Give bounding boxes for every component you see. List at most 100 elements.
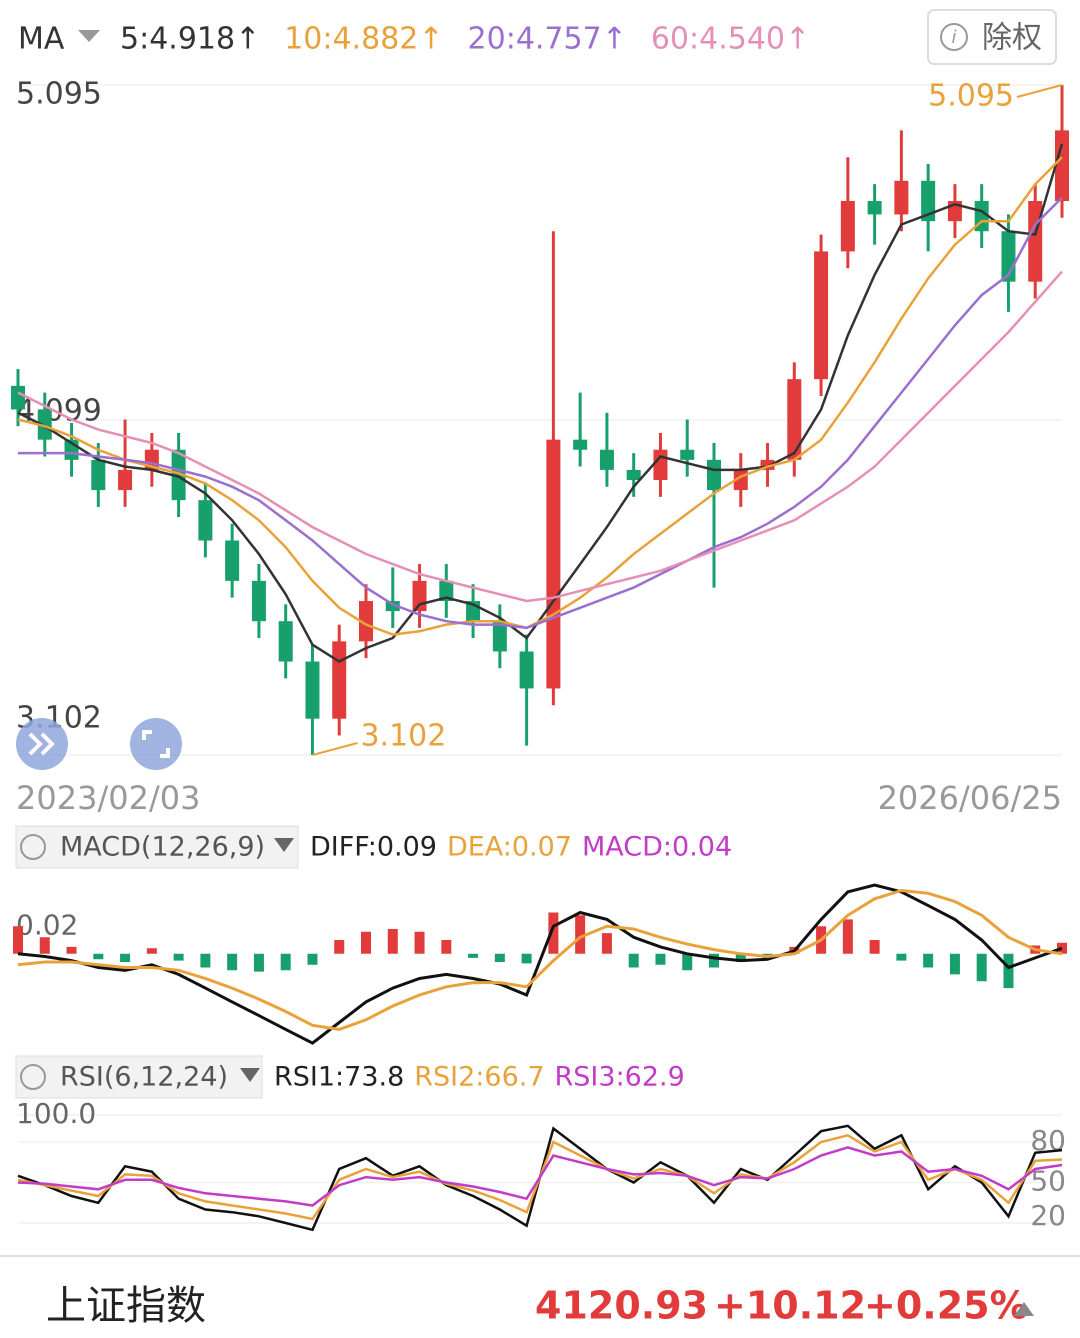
candle-body (198, 500, 213, 541)
panel-title: MACD(12,26,9) (60, 832, 265, 863)
macd-bar (521, 953, 532, 964)
fullscreen-button[interactable] (130, 718, 182, 770)
candle-body (412, 580, 427, 612)
candle-body (225, 540, 240, 581)
candle-body (332, 641, 347, 719)
indicator-line (17, 156, 1063, 636)
macd-bar (120, 953, 131, 962)
macd-bar (923, 953, 934, 968)
annotation-leader (1016, 84, 1063, 98)
macd-bar (441, 940, 452, 954)
annotation-label: 3.102 (360, 719, 446, 754)
info-icon-glyph: i (951, 27, 956, 48)
annotation-leader (312, 742, 358, 756)
candle-body (1055, 130, 1069, 201)
indicator-line (17, 143, 1064, 663)
candle-body (251, 580, 266, 622)
candle-body (840, 200, 855, 252)
x-axis-label: 2023/02/03 (16, 779, 200, 817)
annotation-label: 5.095 (928, 79, 1014, 114)
indicator-line (17, 883, 1063, 1045)
info-icon (20, 1064, 46, 1090)
macd-bar (1057, 942, 1067, 954)
macd-bar (253, 953, 264, 972)
macd-bar (628, 953, 639, 968)
macd-bar (387, 929, 398, 954)
panel-legend: RSI1:73.8 (274, 1062, 404, 1093)
ma-label: MA (18, 22, 65, 57)
candle-body (1028, 200, 1043, 282)
index-name: 上证指数 (46, 1283, 206, 1329)
indicator-line (18, 196, 1063, 630)
expand-arrow[interactable] (1014, 1302, 1034, 1316)
candle-body (359, 601, 373, 642)
macd-bar (548, 912, 559, 954)
macd-bar (66, 946, 77, 954)
candle-body (760, 459, 775, 470)
ma-legend-item: 20:4.757↑ (468, 22, 627, 57)
info-icon (20, 834, 46, 860)
y-tick-label: 5.095 (16, 77, 102, 112)
candle-body (118, 469, 133, 491)
macd-bar (13, 926, 23, 954)
macd-bar (682, 953, 693, 971)
y-tick-label: 20 (1030, 1199, 1066, 1232)
candle-body (305, 661, 320, 719)
candle-body (546, 439, 561, 689)
panel-legend: DIFF:0.09 (310, 832, 437, 863)
macd-bar (39, 937, 50, 954)
candle-body (171, 449, 186, 501)
macd-bar (307, 953, 318, 965)
macd-bar (361, 931, 371, 954)
candle-body (37, 409, 52, 440)
macd-bar (869, 940, 880, 954)
panel-legend: DEA:0.07 (447, 832, 572, 863)
macd-bar (976, 953, 987, 982)
y-tick-label: 100.0 (16, 1097, 96, 1130)
macd-bar (842, 919, 853, 954)
macd-bar (227, 953, 238, 971)
candle-body (867, 200, 882, 215)
macd-bar (601, 933, 612, 954)
macd-bar (896, 953, 907, 961)
macd-bar (173, 953, 184, 961)
adjust-button-label[interactable]: 除权 (982, 21, 1042, 56)
panel-legend: RSI3:62.9 (555, 1062, 685, 1093)
fullscreen-icon (142, 730, 170, 758)
macd-bar (1003, 953, 1014, 989)
candle-body (91, 459, 106, 491)
candle-body (599, 449, 614, 470)
macd-bar (414, 931, 425, 954)
ma-legend-item: 10:4.882↑ (284, 22, 443, 57)
candle-body (653, 449, 668, 481)
indicator-line (17, 1146, 1063, 1207)
macd-dropdown[interactable] (274, 838, 294, 852)
macd-selector[interactable] (15, 825, 299, 869)
candle-body (385, 601, 400, 612)
macd-bar (655, 953, 666, 965)
candle-body (707, 459, 721, 491)
adjust-button[interactable] (927, 9, 1057, 65)
macd-bar (93, 953, 104, 960)
candle-body (519, 651, 534, 689)
candle-body (626, 469, 641, 481)
macd-bar (735, 953, 746, 962)
macd-bar (468, 953, 479, 958)
y-tick-label: 0.02 (16, 908, 78, 941)
ma-dropdown[interactable] (78, 30, 100, 42)
panel-legend: RSI2:66.7 (414, 1062, 544, 1093)
panel-legend: MACD:0.04 (582, 832, 732, 863)
candle-body (894, 180, 909, 215)
macd-bar (334, 940, 345, 954)
rsi-selector[interactable] (15, 1055, 263, 1099)
candle-body (278, 621, 293, 662)
candle-body (439, 580, 454, 602)
candle-body (573, 439, 588, 450)
info-icon (940, 23, 968, 51)
rsi-dropdown[interactable] (240, 1068, 260, 1082)
macd-bar (200, 953, 211, 968)
index-price: 4120.93 (535, 1284, 708, 1328)
ma-legend-item: 5:4.918↑ (120, 22, 260, 57)
candle-body (492, 621, 507, 652)
